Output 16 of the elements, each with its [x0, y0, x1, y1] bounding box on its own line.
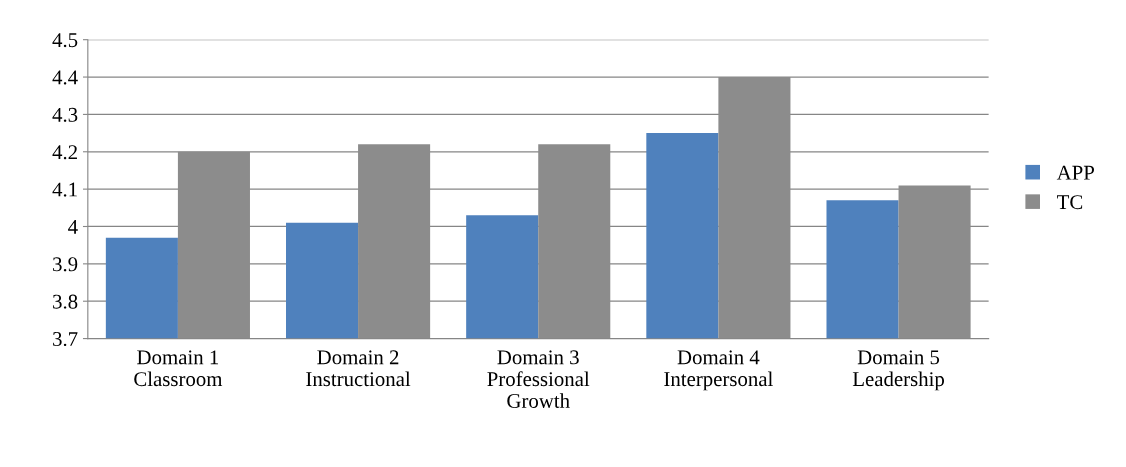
x-tick-label: Domain 2 Instructional: [306, 350, 411, 387]
y-tick-label: 4.4: [52, 70, 78, 85]
x-tick-label: Domain 3 Professional Growth: [487, 350, 590, 408]
y-tick-label: 4.2: [52, 145, 77, 160]
legend-label: TC: [1057, 195, 1083, 210]
x-tick-label: Domain 1 Classroom: [134, 350, 223, 387]
legend-label: APP: [1056, 165, 1095, 180]
y-tick-label: 3.9: [53, 257, 78, 272]
x-tick-label: Domain 4 Interpersonal: [664, 350, 773, 391]
y-tick-label: 4.1: [52, 182, 77, 197]
y-tick-label: 3.7: [53, 332, 78, 347]
y-tick-label: 4: [68, 220, 78, 234]
y-tick-label: 4.5: [52, 33, 78, 48]
x-tick-label: Domain 5 Leadership: [852, 350, 945, 391]
y-tick-label: 4.3: [52, 107, 78, 122]
y-tick-label: 3.8: [53, 294, 78, 309]
